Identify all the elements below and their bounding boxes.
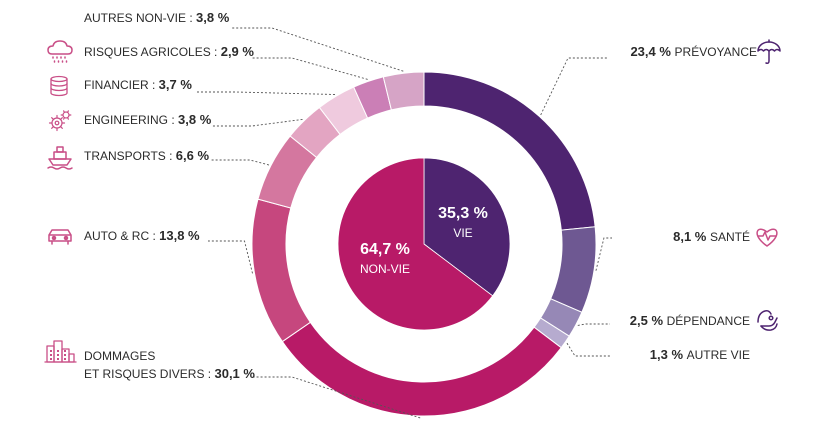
center-label-non-vie: NON-VIE — [360, 262, 410, 276]
label-value-dommages-et-risques-divers: 30,1 % — [214, 366, 255, 381]
label-value-transports: 6,6 % — [176, 148, 210, 163]
label-risques-agricoles: RISQUES AGRICOLES : 2,9 % — [84, 44, 254, 59]
leader-line-transports — [210, 159, 270, 166]
label-name-autres-non-vie: AUTRES NON-VIE : — [84, 11, 196, 25]
label-auto-rc: AUTO & RC : 13,8 % — [84, 228, 200, 243]
coins-icon — [50, 75, 68, 97]
label-value-autres-non-vie: 3,8 % — [196, 10, 230, 25]
leader-line-autre-vie — [566, 342, 610, 357]
leader-line-risques-agricoles — [252, 57, 368, 80]
label-name-transports: TRANSPORTS : — [84, 149, 176, 163]
label-name-engineering: ENGINEERING : — [84, 113, 178, 127]
label-value-engineering: 3,8 % — [178, 112, 212, 127]
car-icon — [48, 229, 72, 245]
label-prevoyance: 23,4 % PRÉVOYANCE — [630, 44, 757, 59]
center-labels: 35,3 % VIE 64,7 % NON-VIE — [360, 205, 488, 276]
category-icons — [44, 39, 781, 363]
label-value-risques-agricoles: 2,9 % — [221, 44, 255, 59]
label-dependance: 2,5 % DÉPENDANCE — [630, 313, 750, 328]
leader-line-dommages-et-risques-divers — [252, 376, 421, 419]
center-label-vie: VIE — [453, 226, 472, 240]
label-autres-non-vie: AUTRES NON-VIE : 3,8 % — [84, 10, 230, 25]
leader-line-financier — [196, 91, 335, 95]
helping-hand-icon — [757, 310, 778, 331]
leader-line-prevoyance — [540, 57, 608, 116]
label-financier: FINANCIER : 3,7 % — [84, 77, 192, 92]
label-value-prevoyance: 23,4 % — [630, 44, 674, 59]
label-value-financier: 3,7 % — [159, 77, 193, 92]
heart-pulse-icon — [756, 228, 778, 247]
buildings-icon — [44, 340, 77, 363]
label-name-dependance: DÉPENDANCE — [667, 313, 750, 328]
outer-ring — [251, 71, 597, 417]
label-transports: TRANSPORTS : 6,6 % — [84, 148, 209, 163]
label-value-autre-vie: 1,3 % — [650, 347, 687, 362]
inner-pie — [337, 157, 511, 331]
label-name-sante: SANTÉ — [710, 229, 750, 244]
outer-slice-autres-non-vie — [382, 71, 425, 111]
leader-line-autres-non-vie — [232, 27, 404, 72]
leader-line-auto-rc — [208, 240, 253, 274]
label-name-autre-vie: AUTRE VIE — [687, 348, 750, 362]
label-dommages-et-risques-divers-line1: DOMMAGES — [84, 349, 155, 363]
leader-line-dependance — [577, 323, 610, 326]
umbrella-icon — [757, 39, 781, 64]
label-engineering: ENGINEERING : 3,8 % — [84, 112, 212, 127]
label-name-risques-agricoles: RISQUES AGRICOLES : — [84, 45, 221, 59]
label-autre-vie: 1,3 % AUTRE VIE — [650, 347, 750, 362]
label-name-financier: FINANCIER : — [84, 78, 159, 92]
inner-slice-vie — [423, 157, 511, 297]
inner-slice-non-vie — [337, 157, 494, 331]
label-name-auto-rc: AUTO & RC : — [84, 229, 159, 243]
ship-icon — [47, 146, 73, 170]
slice-labels: 23,4 % PRÉVOYANCE 8,1 % SANTÉ 2,5 % DÉPEND… — [84, 10, 757, 381]
label-dommages-et-risques-divers: ET RISQUES DIVERS : 30,1 % — [84, 366, 255, 381]
leader-line-sante — [595, 237, 612, 271]
leader-line-engineering — [212, 118, 303, 127]
label-value-dependance: 2,5 % — [630, 313, 667, 328]
label-name-dommages-et-risques-divers: ET RISQUES DIVERS : — [84, 367, 214, 381]
center-value-vie: 35,3 % — [438, 205, 488, 222]
label-value-auto-rc: 13,8 % — [159, 228, 200, 243]
label-name-prevoyance: PRÉVOYANCE — [675, 44, 757, 59]
label-value-sante: 8,1 % — [673, 229, 710, 244]
outer-slice-sante — [549, 226, 597, 313]
label-sante: 8,1 % SANTÉ — [673, 229, 750, 244]
cloud-rain-icon — [47, 40, 73, 63]
center-value-non-vie: 64,7 % — [360, 241, 410, 258]
gears-icon — [48, 110, 72, 132]
leader-lines — [196, 27, 612, 419]
